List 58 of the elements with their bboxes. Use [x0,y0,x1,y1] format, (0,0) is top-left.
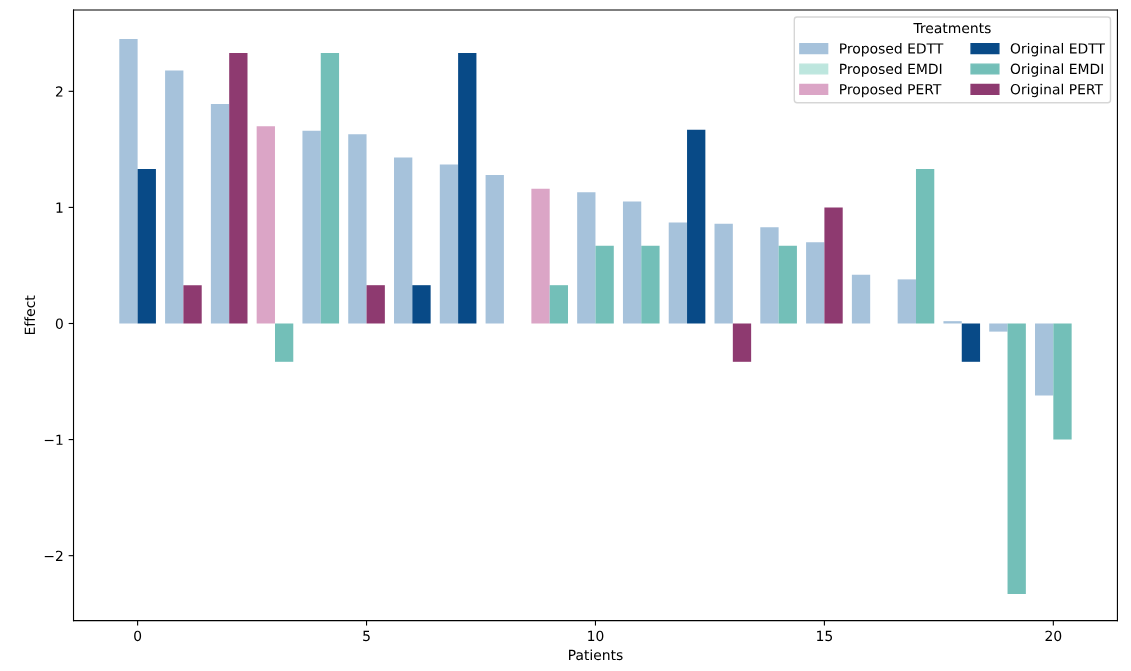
bar [961,323,981,362]
legend-label: Original EMDI [1010,63,1103,77]
bar [439,164,459,324]
bar [183,285,202,324]
bar [348,134,367,324]
bar [302,130,321,324]
bar [1053,323,1072,440]
bar [577,192,596,324]
bar [119,39,138,324]
legend-label: Original EDTT [1010,42,1105,57]
bar [915,169,935,324]
y-tick-label: −1 [44,434,63,445]
x-tick-label: 10 [588,630,604,642]
bar [851,274,871,324]
y-tick-label: 0 [55,318,63,329]
bar [989,323,1008,332]
bar [595,245,614,324]
bar [531,188,550,324]
bar [622,201,642,324]
bar [549,285,568,324]
bar [668,222,688,324]
y-tick-label: 2 [55,86,63,97]
legend-label: Original PERT [1010,83,1104,98]
bar [394,157,413,324]
bar [641,245,660,324]
y-tick-label: −2 [44,550,63,561]
legend-label: Proposed EMDI [840,63,942,77]
legend-label: Proposed PERT [840,83,942,98]
x-tick-label: 0 [134,630,142,642]
bar [778,245,797,324]
legend-title: Treatments [913,22,991,34]
bar [760,227,779,324]
y-axis-title: Effect [24,295,36,335]
x-tick-label: 5 [363,630,370,642]
bar [210,104,230,324]
bar [458,53,477,324]
bar [320,53,340,324]
bar [732,323,752,362]
bar [1035,323,1054,396]
legend-label: Proposed EDTT [840,42,944,57]
bar [824,207,843,324]
bar [897,279,916,324]
bar [806,242,825,324]
bar [229,53,248,324]
x-tick-label: 20 [1045,630,1062,642]
bar [412,285,431,324]
bar [274,323,294,362]
bar [366,285,385,324]
bar [714,223,733,324]
bar [256,126,275,324]
bar [137,169,156,324]
bar [687,129,706,324]
bar [485,174,504,324]
bar [1007,323,1026,594]
bar [165,70,184,324]
x-tick-label: 15 [817,630,833,642]
y-tick-label: 1 [56,202,63,213]
x-axis-title: Patients [569,649,623,661]
